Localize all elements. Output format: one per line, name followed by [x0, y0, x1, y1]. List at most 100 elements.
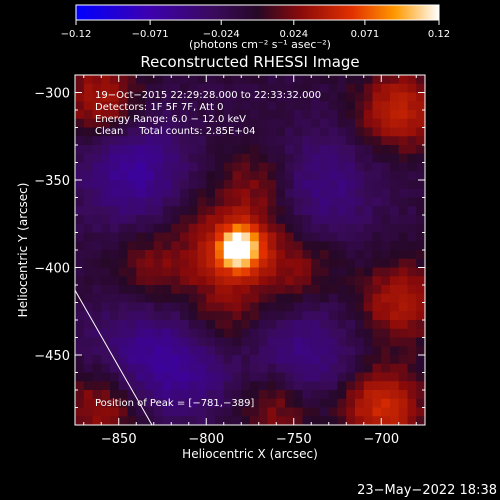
heatmap-cell [92, 320, 102, 330]
heatmap-cell [92, 171, 102, 181]
heatmap-cell [75, 153, 85, 163]
heatmap-cell [276, 328, 286, 338]
heatmap-cell [293, 258, 303, 268]
heatmap-cell [110, 180, 120, 190]
heatmap-cell [83, 381, 93, 391]
heatmap-cell [250, 153, 260, 163]
heatmap-cell [276, 337, 286, 347]
heatmap-cell [110, 223, 120, 233]
heatmap-cell [363, 398, 373, 408]
heatmap-cell [320, 311, 330, 321]
heatmap-cell [390, 381, 400, 391]
heatmap-cell [407, 197, 417, 207]
heatmap-cell [398, 398, 408, 408]
heatmap-cell [381, 188, 391, 198]
heatmap-cell [162, 250, 172, 260]
heatmap-cell [232, 136, 242, 146]
heatmap-cell [250, 188, 260, 198]
heatmap-cell [75, 92, 85, 102]
heatmap-cell [241, 276, 251, 286]
heatmap-cell [171, 83, 181, 93]
heatmap-cell [118, 293, 128, 303]
heatmap-cell [118, 337, 128, 347]
heatmap-cell [250, 92, 260, 102]
heatmap-cell [398, 223, 408, 233]
heatmap-cell [232, 197, 242, 207]
heatmap-cell [416, 223, 425, 233]
heatmap-cell [276, 180, 286, 190]
heatmap-cell [416, 372, 425, 382]
heatmap-cell [407, 337, 417, 347]
heatmap-cell [267, 83, 277, 93]
heatmap-cell [136, 398, 146, 408]
heatmap-cell [276, 398, 286, 408]
heatmap-cell [171, 206, 181, 216]
heatmap-cell [153, 355, 163, 365]
heatmap-cell [381, 372, 391, 382]
heatmap-cell [311, 118, 321, 128]
heatmap-cell [223, 311, 233, 321]
heatmap-cell [136, 118, 146, 128]
heatmap-cell [118, 83, 128, 93]
heatmap-cell [372, 223, 382, 233]
heatmap-cell [250, 110, 260, 120]
heatmap-cell [180, 92, 190, 102]
heatmap-cell [136, 171, 146, 181]
heatmap-cell [302, 145, 312, 155]
heatmap-cell [355, 118, 365, 128]
heatmap-cell [83, 398, 93, 408]
heatmap-cell [381, 127, 391, 137]
heatmap-cell [118, 206, 128, 216]
heatmap-cell [346, 83, 356, 93]
heatmap-cell [223, 180, 233, 190]
heatmap-cell [320, 363, 330, 373]
heatmap-cell [346, 241, 356, 251]
x-tick-label: −800 [188, 432, 224, 447]
heatmap-cell [197, 258, 207, 268]
heatmap-cell [75, 398, 85, 408]
heatmap-cell [381, 162, 391, 172]
heatmap-cell [355, 250, 365, 260]
heatmap-cell [398, 206, 408, 216]
heatmap-cell [416, 363, 425, 373]
heatmap-cell [153, 136, 163, 146]
heatmap-cell [337, 162, 347, 172]
heatmap-cell [302, 416, 312, 425]
heatmap-cell [407, 328, 417, 338]
heatmap-cell [267, 223, 277, 233]
heatmap-cell [171, 276, 181, 286]
heatmap-cell [83, 127, 93, 137]
heatmap-cell [162, 197, 172, 207]
heatmap-cell [188, 83, 198, 93]
heatmap-cell [346, 171, 356, 181]
heatmap-cell [101, 355, 111, 365]
heatmap-cell [197, 416, 207, 425]
heatmap-cell [267, 328, 277, 338]
heatmap-cell [390, 118, 400, 128]
heatmap-cell [285, 197, 295, 207]
heatmap-cell [355, 241, 365, 251]
heatmap-cell [416, 416, 425, 425]
heatmap-cell [197, 267, 207, 277]
heatmap-cell [241, 92, 251, 102]
heatmap-cell [267, 241, 277, 251]
heatmap-cell [101, 390, 111, 400]
heatmap-cell [118, 302, 128, 312]
heatmap-cell [328, 267, 338, 277]
heatmap-cell [145, 267, 155, 277]
heatmap-cell [267, 293, 277, 303]
heatmap-cell [328, 381, 338, 391]
heatmap-cell [302, 276, 312, 286]
heatmap-cell [302, 180, 312, 190]
heatmap-cell [110, 416, 120, 425]
heatmap-cell [328, 206, 338, 216]
heatmap-cell [206, 267, 216, 277]
heatmap-cell [337, 75, 347, 85]
heatmap-cell [407, 110, 417, 120]
heatmap-cell [110, 381, 120, 391]
heatmap-cell [416, 241, 425, 251]
heatmap-cell [320, 153, 330, 163]
heatmap-cell [127, 398, 137, 408]
heatmap-cell [92, 267, 102, 277]
heatmap-cell [83, 407, 93, 417]
